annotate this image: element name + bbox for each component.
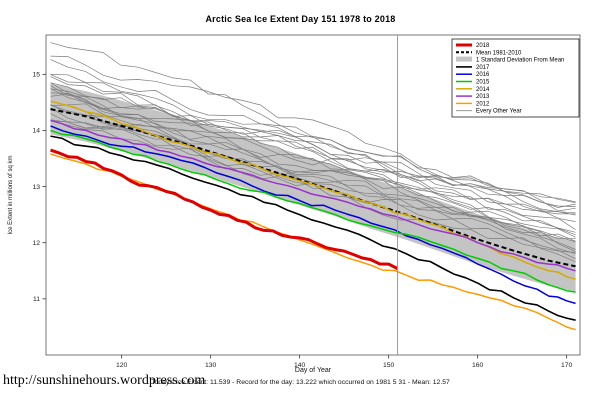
year-series-2016 <box>50 125 576 305</box>
background-year-line <box>50 100 576 252</box>
x-tick-label: 140 <box>294 362 306 369</box>
plot-frame <box>45 34 581 356</box>
x-tick-label: 170 <box>561 362 573 369</box>
y-tick-label: 15 <box>32 72 40 79</box>
y-tick-label: 14 <box>32 128 40 135</box>
year-series-2018 <box>50 148 399 270</box>
sd-band <box>50 83 576 292</box>
x-axis-label: Day of Year <box>295 367 332 374</box>
y-tick-label: 11 <box>33 296 40 303</box>
legend-label: 1 Standard Deviation From Mean <box>476 58 564 64</box>
background-year-line <box>50 88 576 236</box>
legend-label: 2013 <box>476 94 490 100</box>
background-year-line <box>50 55 576 207</box>
legend-label: 2014 <box>476 87 490 93</box>
year-series-2017 <box>50 135 576 321</box>
background-year-line <box>50 74 576 203</box>
x-tick-label: 130 <box>205 362 217 369</box>
y-axis-label: Ice Extent in millions of sq km <box>8 155 14 234</box>
legend-item-2013: 2013 <box>456 94 490 100</box>
legend-label: Every Other Year <box>476 109 522 115</box>
legend-label: 2016 <box>476 72 490 78</box>
year-series-2015 <box>50 129 576 293</box>
site-url-text: http://sunshinehours.wordpress.com <box>3 373 206 388</box>
background-year-line <box>50 119 576 250</box>
legend-item-2018: 2018 <box>456 43 490 49</box>
background-year-line <box>50 85 576 242</box>
background-year-line <box>50 42 576 214</box>
legend-label: 2012 <box>476 101 490 107</box>
legend-label: 2018 <box>476 43 490 49</box>
chart-footer-stats: Today's Ice Extent: 11.539 - Record for … <box>151 379 450 386</box>
background-year-line <box>50 120 576 253</box>
y-tick-label: 13 <box>32 184 40 191</box>
legend-swatch <box>456 56 472 62</box>
year-series-2012 <box>50 153 576 331</box>
background-year-line <box>50 76 576 233</box>
legend-item-2014: 2014 <box>456 87 490 93</box>
legend-label: Mean 1981-2010 <box>476 50 522 56</box>
legend-item-2012: 2012 <box>456 101 490 107</box>
chart-title: Arctic Sea Ice Extent Day 151 1978 to 20… <box>205 14 396 24</box>
x-tick-label: 120 <box>116 362 128 369</box>
y-tick-label: 12 <box>32 240 40 247</box>
legend-box <box>451 38 580 118</box>
year-series-2014 <box>50 100 576 280</box>
background-year-line <box>50 93 576 240</box>
x-tick-label: 160 <box>472 362 484 369</box>
legend-item-2017: 2017 <box>456 65 490 71</box>
legend-label: 2015 <box>476 80 490 86</box>
x-tick-label: 150 <box>383 362 395 369</box>
year-series-2013 <box>50 119 576 272</box>
mean-line <box>50 108 576 268</box>
legend-label: 2017 <box>476 65 490 71</box>
legend-item-2015: 2015 <box>456 80 490 86</box>
background-year-line <box>50 82 576 212</box>
legend-item-mean-1981-2010: Mean 1981-2010 <box>456 50 522 56</box>
legend-item-every-other-year: Every Other Year <box>456 109 522 115</box>
legend-item-2016: 2016 <box>456 72 490 78</box>
background-year-line <box>50 74 576 203</box>
background-year-line <box>50 104 576 208</box>
legend-item-1-standard-deviation-from-mean: 1 Standard Deviation From Mean <box>456 56 564 64</box>
